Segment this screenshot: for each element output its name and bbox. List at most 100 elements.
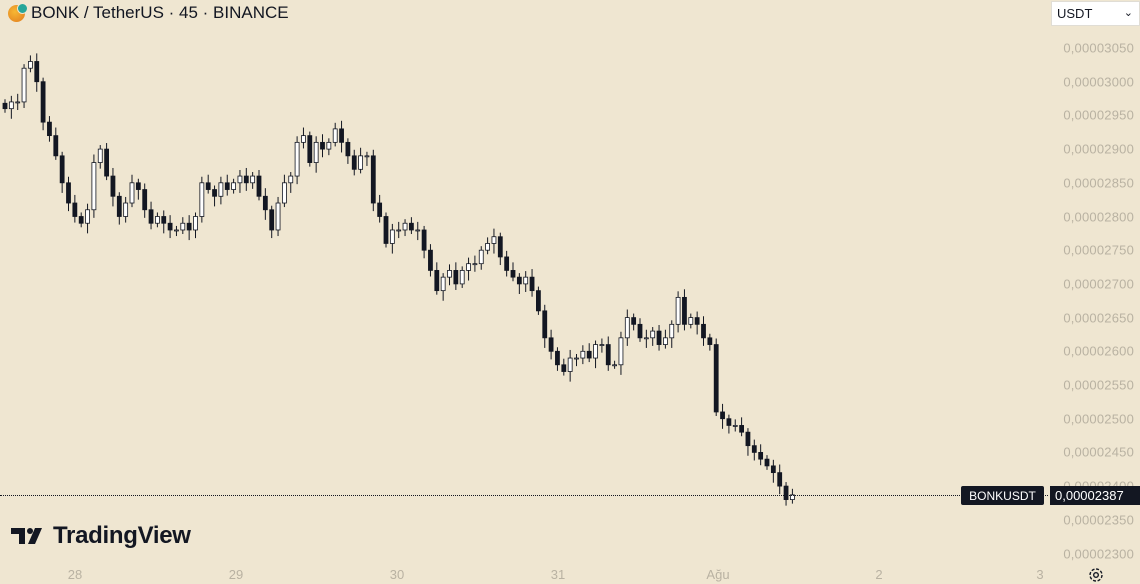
symbol-title[interactable]: BONK / TetherUS · 45 · BINANCE xyxy=(31,3,289,22)
candle-up[interactable] xyxy=(478,249,484,265)
candle-up[interactable] xyxy=(580,350,586,359)
candle-down[interactable] xyxy=(516,276,522,285)
candle-down[interactable] xyxy=(161,216,167,224)
candle-up[interactable] xyxy=(91,162,97,211)
candle-down[interactable] xyxy=(745,431,751,447)
candle-down[interactable] xyxy=(135,182,141,190)
candle-up[interactable] xyxy=(447,270,452,278)
candle-down[interactable] xyxy=(307,135,313,163)
candle-down[interactable] xyxy=(256,175,262,197)
candle-up[interactable] xyxy=(123,202,129,217)
candle-up[interactable] xyxy=(472,263,478,266)
candle-down[interactable] xyxy=(497,236,503,258)
candle-up[interactable] xyxy=(485,243,491,251)
candle-down[interactable] xyxy=(656,330,662,345)
candle-down[interactable] xyxy=(777,472,783,487)
candle-down[interactable] xyxy=(707,337,713,345)
candle-down[interactable] xyxy=(739,425,744,433)
candle-up[interactable] xyxy=(415,229,421,232)
candle-down[interactable] xyxy=(637,323,643,339)
candle-up[interactable] xyxy=(650,330,656,339)
candle-down[interactable] xyxy=(408,222,414,231)
candle-down[interactable] xyxy=(694,317,700,325)
candle-down[interactable] xyxy=(383,216,389,244)
candle-up[interactable] xyxy=(294,141,300,177)
candle-down[interactable] xyxy=(320,141,325,150)
candle-down[interactable] xyxy=(783,485,789,500)
candle-up[interactable] xyxy=(313,141,319,163)
candle-up[interactable] xyxy=(288,175,294,184)
candle-up[interactable] xyxy=(402,222,408,231)
candle-down[interactable] xyxy=(40,81,46,123)
candle-up[interactable] xyxy=(332,128,338,143)
candle-up[interactable] xyxy=(174,229,179,232)
candle-up[interactable] xyxy=(389,229,395,244)
candle-down[interactable] xyxy=(262,195,268,211)
candle-down[interactable] xyxy=(345,141,351,157)
candle-down[interactable] xyxy=(370,155,376,204)
candle-up[interactable] xyxy=(8,101,14,110)
candle-up[interactable] xyxy=(231,182,237,190)
candle-down[interactable] xyxy=(351,155,357,170)
candle-up[interactable] xyxy=(358,155,364,170)
chart-area[interactable] xyxy=(0,0,1048,563)
candle-up[interactable] xyxy=(466,263,471,271)
candle-up[interactable] xyxy=(567,357,573,372)
candle-down[interactable] xyxy=(205,182,211,190)
candle-up[interactable] xyxy=(97,148,103,163)
candle-down[interactable] xyxy=(377,202,383,217)
candle-down[interactable] xyxy=(529,276,535,292)
price-axis[interactable]: 0,00003050 0,00003000 0,00002950 0,00002900… xyxy=(1048,0,1140,583)
candle-down[interactable] xyxy=(72,202,78,217)
candle-down[interactable] xyxy=(212,189,217,197)
candle-up[interactable] xyxy=(301,135,306,143)
candle-up[interactable] xyxy=(440,276,446,292)
candle-up[interactable] xyxy=(675,296,681,325)
candle-down[interactable] xyxy=(53,135,59,157)
currency-select[interactable]: USDT ⌄ xyxy=(1051,1,1140,26)
candle-up[interactable] xyxy=(129,182,135,204)
candle-up[interactable] xyxy=(199,182,205,217)
candle-up[interactable] xyxy=(624,317,630,339)
candle-down[interactable] xyxy=(47,121,52,137)
candle-up[interactable] xyxy=(688,317,694,325)
candle-up[interactable] xyxy=(643,337,649,340)
candle-down[interactable] xyxy=(720,411,725,420)
candle-up[interactable] xyxy=(237,175,243,184)
candle-down[interactable] xyxy=(167,222,173,231)
candle-down[interactable] xyxy=(110,175,116,197)
gear-icon[interactable] xyxy=(1087,566,1105,584)
candle-down[interactable] xyxy=(770,465,776,474)
candle-up[interactable] xyxy=(15,101,21,104)
candle-up[interactable] xyxy=(523,276,529,285)
candle-up[interactable] xyxy=(574,357,579,360)
candle-down[interactable] xyxy=(243,175,249,184)
candle-up[interactable] xyxy=(180,222,186,231)
candle-up[interactable] xyxy=(193,216,198,231)
candle-down[interactable] xyxy=(148,209,154,224)
candle-up[interactable] xyxy=(732,425,738,427)
tradingview-watermark[interactable]: TradingView xyxy=(11,522,191,550)
candle-up[interactable] xyxy=(364,155,370,158)
candle-down[interactable] xyxy=(104,148,109,177)
candle-up[interactable] xyxy=(27,61,33,69)
candle-down[interactable] xyxy=(726,418,732,426)
time-axis[interactable]: 28 29 30 31 Ağu 2 3 xyxy=(0,563,1048,583)
candle-down[interactable] xyxy=(34,61,40,83)
candle-down[interactable] xyxy=(59,155,65,184)
candle-down[interactable] xyxy=(116,195,122,217)
candle-up[interactable] xyxy=(154,216,160,224)
candle-up[interactable] xyxy=(663,337,668,345)
candle-up[interactable] xyxy=(218,182,224,197)
candle-down[interactable] xyxy=(713,344,719,413)
candle-down[interactable] xyxy=(758,451,764,460)
candle-down[interactable] xyxy=(428,249,433,271)
candle-down[interactable] xyxy=(339,128,344,143)
candle-down[interactable] xyxy=(186,222,192,231)
candle-down[interactable] xyxy=(510,270,516,278)
candle-down[interactable] xyxy=(548,337,554,352)
candle-up[interactable] xyxy=(599,344,605,346)
candle-down[interactable] xyxy=(631,317,637,325)
candle-down[interactable] xyxy=(504,256,510,271)
candle-down[interactable] xyxy=(605,344,611,366)
